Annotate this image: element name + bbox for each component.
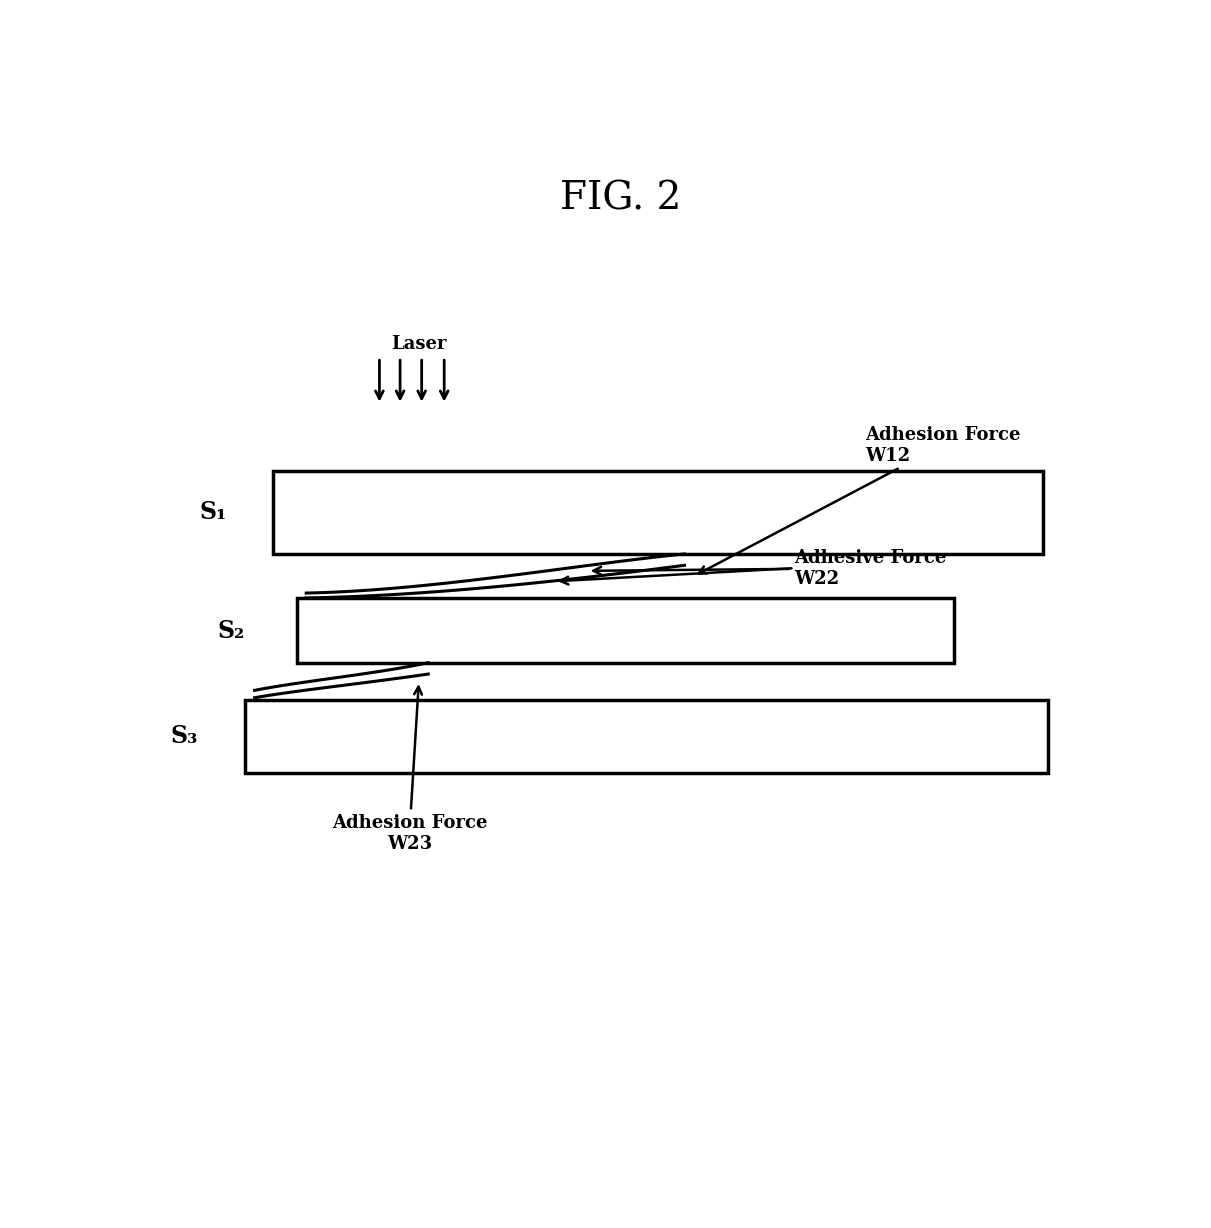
Bar <box>245 700 1048 774</box>
Text: S₁: S₁ <box>199 500 226 524</box>
Text: S₃: S₃ <box>171 725 199 748</box>
Text: Laser: Laser <box>391 334 447 352</box>
Text: Adhesion Force
W12: Adhesion Force W12 <box>699 426 1020 573</box>
Bar <box>274 470 1043 554</box>
Text: Adhesive Force
W22: Adhesive Force W22 <box>593 549 947 587</box>
Text: Adhesion Force
W23: Adhesion Force W23 <box>332 686 487 852</box>
Text: S₂: S₂ <box>218 619 245 642</box>
Text: FIG. 2: FIG. 2 <box>559 181 682 217</box>
Bar <box>297 598 954 663</box>
